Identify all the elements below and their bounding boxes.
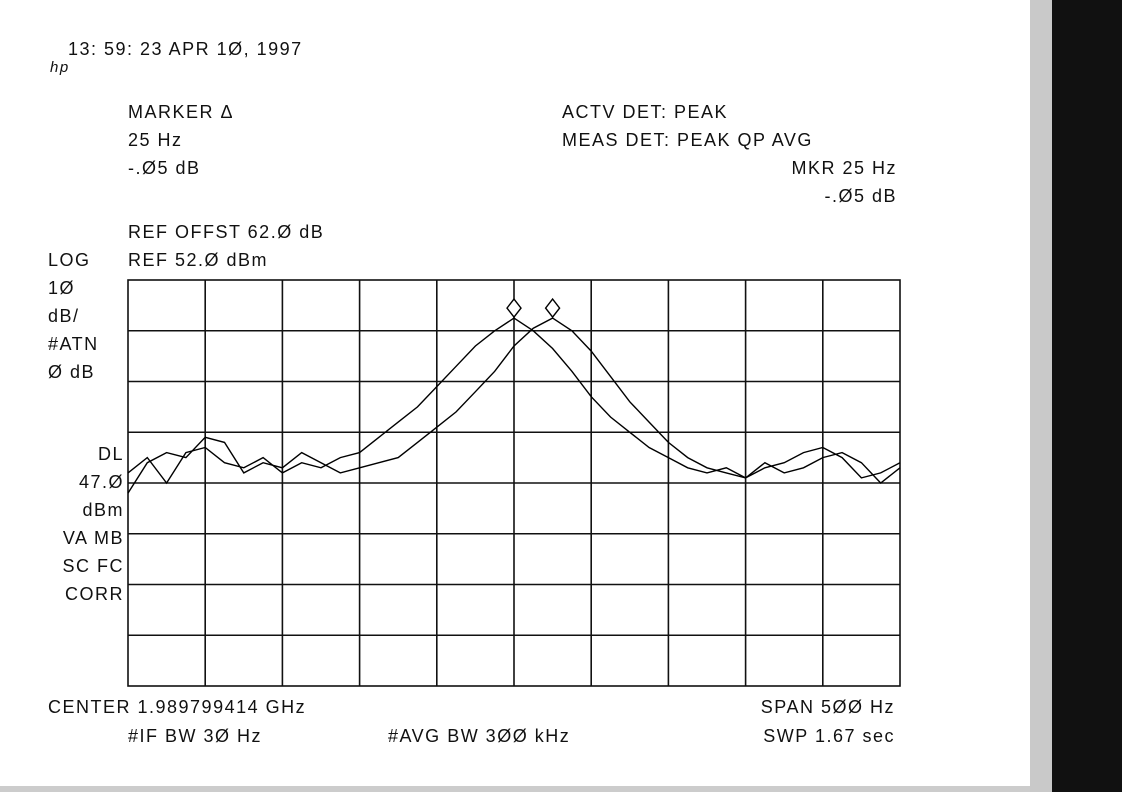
panel-label: SC FC [63, 556, 125, 576]
avg-bw: #AVG BW 3ØØ kHz [388, 726, 570, 746]
panel-label: dBm [82, 500, 124, 520]
panel-label: CORR [65, 584, 124, 604]
scan-border [1052, 0, 1122, 792]
ref-offset: REF OFFST 62.Ø dB [128, 222, 324, 242]
timestamp: 13: 59: 23 APR 1Ø, 1997 [68, 39, 303, 59]
actv-det: ACTV DET: PEAK [562, 102, 728, 122]
plot-area [127, 279, 901, 687]
marker-diamond [506, 297, 522, 319]
panel-label: 1Ø [48, 278, 75, 298]
marker-diamond [544, 297, 561, 319]
marker-label: MARKER Δ [128, 102, 234, 122]
ref-level: REF 52.Ø dBm [128, 250, 268, 270]
mkr-level: -.Ø5 dB [824, 186, 897, 206]
panel-label: DL [98, 444, 124, 464]
sweep: SWP 1.67 sec [763, 726, 895, 746]
span: SPAN 5ØØ Hz [761, 697, 895, 717]
marker-freq: 25 Hz [128, 130, 183, 150]
panel-label: VA MB [63, 528, 124, 548]
scan-edge [1030, 0, 1052, 792]
center-freq: CENTER 1.989799414 GHz [48, 697, 306, 717]
scan-bottom [0, 786, 1030, 792]
meas-det: MEAS DET: PEAK QP AVG [562, 130, 813, 150]
panel-label: dB/ [48, 306, 80, 326]
logo: hp [50, 59, 70, 76]
if-bw: #IF BW 3Ø Hz [128, 726, 262, 746]
panel-label: 47.Ø [79, 472, 124, 492]
mkr-freq: MKR 25 Hz [791, 158, 897, 178]
panel-label: Ø dB [48, 362, 95, 382]
marker-level: -.Ø5 dB [128, 158, 201, 178]
panel-label: #ATN [48, 334, 99, 354]
trace [127, 317, 901, 494]
panel-label: LOG [48, 250, 91, 270]
